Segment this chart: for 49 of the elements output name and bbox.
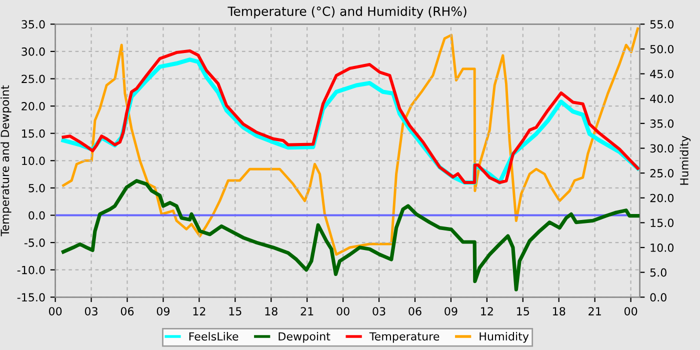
x-tick-label: 00 bbox=[48, 307, 62, 316]
y-tick-label: 5.0 bbox=[28, 184, 45, 192]
y2-tick-label: 5.0 bbox=[650, 268, 666, 277]
line-series bbox=[62, 27, 640, 256]
x-tick-label: 03 bbox=[84, 307, 98, 316]
y-tick-label: 35.0 bbox=[22, 20, 45, 29]
y2-tick-label: 10.0 bbox=[650, 243, 674, 252]
legend-label: Temperature bbox=[369, 332, 440, 343]
y-axis-title: Temperature and Dewpoint bbox=[0, 85, 12, 236]
y2-tick-label: 55.0 bbox=[650, 20, 674, 29]
x-tick-label: 06 bbox=[408, 307, 422, 316]
x-tick-label: 18 bbox=[553, 307, 566, 316]
line-series bbox=[62, 179, 640, 292]
y2-tick-label: 15.0 bbox=[650, 218, 674, 228]
x-tick-label: 15 bbox=[517, 307, 529, 316]
y2-tick-label: 50.0 bbox=[650, 44, 674, 54]
x-tick-label: 00 bbox=[336, 307, 350, 316]
x-tick-label: 12 bbox=[193, 307, 206, 316]
y-tick-label: 20.0 bbox=[22, 102, 45, 110]
y-tick-label: 30.0 bbox=[22, 47, 45, 56]
x-tick-label: 21 bbox=[588, 307, 601, 316]
y-tick-label: -5.0 bbox=[24, 238, 45, 247]
y-tick-label: 25.0 bbox=[22, 74, 45, 84]
x-tick-label: 12 bbox=[481, 307, 493, 316]
y-tick-label: -10.0 bbox=[17, 266, 45, 274]
y2-tick-label: 45.0 bbox=[650, 70, 674, 78]
y-tick-label: -15.0 bbox=[17, 293, 45, 302]
x-tick-label: 06 bbox=[120, 307, 134, 316]
x-tick-label: 18 bbox=[265, 307, 278, 316]
legend-label: FeelsLike bbox=[189, 332, 238, 341]
legend-label: Humidity bbox=[480, 332, 529, 343]
x-tick-label: 21 bbox=[300, 307, 314, 316]
legend-label: Dewpoint bbox=[278, 332, 330, 343]
x-tick-label: 15 bbox=[229, 307, 242, 316]
y2-tick-label: 40.0 bbox=[650, 94, 674, 103]
x-tick-label: 03 bbox=[372, 307, 386, 316]
y-tick-label: 10.0 bbox=[22, 156, 45, 166]
x-tick-label: 09 bbox=[156, 307, 170, 316]
y2-tick-label: 20.0 bbox=[650, 194, 674, 202]
chart-title: Temperature (°C) and Humidity (RH%) bbox=[228, 6, 466, 18]
y2-tick-label: 30.0 bbox=[650, 144, 674, 153]
x-tick-label: 09 bbox=[444, 307, 458, 316]
y2-tick-label: 35.0 bbox=[650, 119, 674, 128]
y2-axis-title: Humidity bbox=[680, 136, 691, 185]
y-tick-label: 15.0 bbox=[22, 129, 45, 138]
y-tick-label: 0.0 bbox=[28, 211, 45, 220]
y2-tick-label: 25.0 bbox=[650, 169, 674, 178]
x-tick-label: 00 bbox=[624, 307, 638, 316]
y2-tick-label: 0.0 bbox=[650, 293, 666, 302]
